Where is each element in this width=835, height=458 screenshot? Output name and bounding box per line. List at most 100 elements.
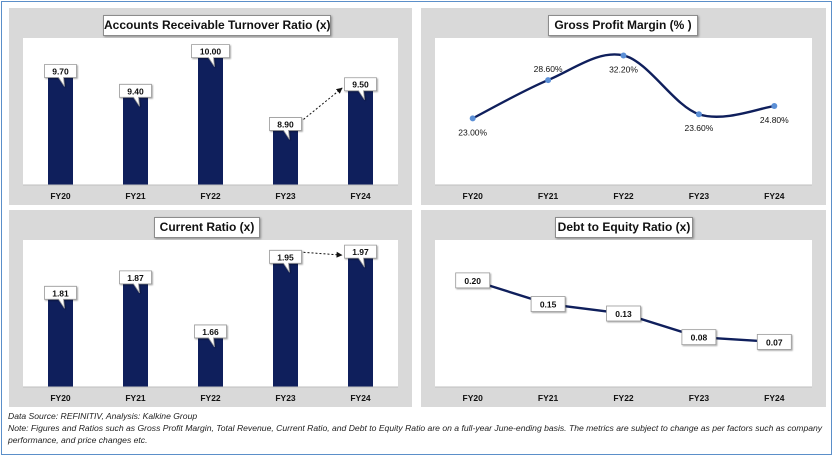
x-tick-label: FY22 [200, 191, 221, 201]
gross-margin-chart-panel: Gross Profit Margin (% ) 23.00% 28.60% 32.… [421, 8, 826, 205]
bar [348, 85, 373, 185]
bar-callout: 1.87 [119, 270, 152, 294]
current-ratio-chart: 1.81 1.87 1.66 1.95 1.97 FY20 FY21 FY22 FY23 FY24 [23, 240, 398, 403]
trend-arrow [303, 251, 343, 258]
data-label: 0.07 [766, 337, 783, 347]
x-tick-label: FY23 [275, 393, 296, 403]
data-label: 9.40 [127, 86, 144, 96]
bar-callout: 9.50 [344, 77, 377, 100]
bar-callout: 8.90 [269, 117, 302, 140]
data-label: 23.00% [458, 127, 487, 137]
data-label: 23.60% [684, 123, 713, 133]
x-tick-label: FY21 [125, 191, 146, 201]
x-tick-label: FY20 [50, 393, 71, 403]
x-tick-label: FY20 [50, 191, 71, 201]
point-label: 0.13 [606, 305, 641, 322]
data-point [469, 115, 476, 122]
data-label: 9.50 [352, 80, 369, 90]
data-label-box [756, 333, 792, 350]
x-tick-label: FY24 [350, 191, 371, 201]
x-tick-label: FY21 [538, 393, 559, 403]
data-label: 0.08 [691, 333, 708, 343]
ar-turnover-chart: 9.70 9.40 10.00 8.90 9.50 FY20 FY21 FY22 FY23 FY2… [23, 38, 398, 201]
data-label: 9.70 [52, 66, 69, 76]
x-tick-label: FY22 [613, 393, 634, 403]
x-tick-label: FY24 [764, 393, 785, 403]
chart-title: Current Ratio (x) [154, 217, 260, 238]
bar [123, 278, 148, 387]
x-tick-label: FY23 [689, 393, 710, 403]
data-label: 28.60% [534, 64, 563, 74]
bar [273, 258, 298, 387]
x-tick-label: FY24 [764, 191, 785, 201]
bar [273, 125, 298, 185]
debt-equity-chart: 0.20 0.15 0.13 0.08 0.07 FY20 FY21 FY22 FY23 FY24 [435, 240, 812, 403]
bar-callout: 1.66 [194, 324, 227, 348]
data-point [695, 111, 702, 118]
x-tick-label: FY23 [275, 191, 296, 201]
data-label: 1.81 [52, 288, 69, 298]
data-label: 1.97 [352, 247, 369, 257]
bar [123, 92, 148, 185]
data-label: 24.80% [760, 115, 789, 125]
data-label-box [455, 272, 491, 289]
x-tick-label: FY20 [463, 393, 484, 403]
point-label: 0.08 [681, 329, 717, 346]
bar-callout: 9.70 [44, 64, 77, 87]
x-tick-label: FY23 [689, 191, 710, 201]
data-label-box [44, 64, 77, 87]
x-tick-label: FY24 [350, 393, 371, 403]
data-label-box [119, 83, 152, 107]
chart-title: Gross Profit Margin (% ) [548, 15, 698, 36]
data-label-box [344, 244, 377, 268]
bar [198, 52, 223, 185]
data-label: 32.20% [609, 64, 638, 74]
data-label-box [681, 329, 717, 346]
data-label-box [344, 77, 377, 100]
data-point [545, 77, 552, 84]
data-label-box [530, 296, 566, 312]
chart-title: Accounts Receivable Turnover Ratio (x) [103, 15, 331, 36]
chart-title: Debt to Equity Ratio (x) [555, 217, 693, 238]
gross-margin-chart: 23.00% 28.60% 32.20% 23.60% 24.80% FY20 FY21 FY… [435, 38, 812, 201]
debt-equity-chart-panel: Debt to Equity Ratio (x) 0.20 0.15 0.13 0.0… [421, 210, 826, 407]
point-label: 0.20 [455, 272, 491, 289]
current-ratio-chart-panel: Current Ratio (x) 1.81 1.87 1.66 1.95 1.97 FY… [9, 210, 412, 407]
note-text: Note: Figures and Ratios such as Gross P… [8, 423, 823, 445]
point-label: 0.07 [756, 333, 792, 350]
trend-arrow [303, 87, 343, 120]
bar [48, 294, 73, 387]
data-label: 0.15 [540, 300, 557, 310]
data-label: 1.66 [202, 327, 219, 337]
ar-turnover-chart-panel: Accounts Receivable Turnover Ratio (x) 9… [9, 8, 412, 205]
bar [198, 332, 223, 387]
data-label: 1.95 [277, 252, 294, 262]
data-source-text: Data Source: REFINITIV, Analysis: Kalkin… [8, 411, 198, 421]
bar-callout: 1.81 [44, 285, 77, 309]
data-label: 10.00 [200, 47, 222, 57]
bar-callout: 10.00 [191, 44, 230, 67]
point-label: 0.15 [530, 296, 566, 312]
data-label: 8.90 [277, 119, 294, 129]
x-tick-label: FY21 [538, 191, 559, 201]
bar-callout: 1.97 [344, 244, 377, 268]
data-label-box [191, 44, 230, 67]
x-tick-label: FY21 [125, 393, 146, 403]
data-label-box [119, 270, 152, 294]
x-tick-label: FY20 [463, 191, 484, 201]
data-label: 0.20 [464, 276, 481, 286]
footer-notes: Data Source: REFINITIV, Analysis: Kalkin… [8, 410, 823, 446]
data-point [771, 103, 778, 110]
bar-callout: 1.95 [269, 249, 302, 273]
x-tick-label: FY22 [613, 191, 634, 201]
bar [48, 72, 73, 185]
x-tick-label: FY22 [200, 393, 221, 403]
data-point [620, 52, 627, 59]
bar-callout: 9.40 [119, 83, 152, 107]
bar [348, 253, 373, 387]
data-label: 1.87 [127, 273, 144, 283]
data-label-box [44, 285, 77, 309]
data-label-box [194, 324, 227, 348]
data-label: 0.13 [615, 309, 632, 319]
data-label-box [269, 117, 302, 140]
